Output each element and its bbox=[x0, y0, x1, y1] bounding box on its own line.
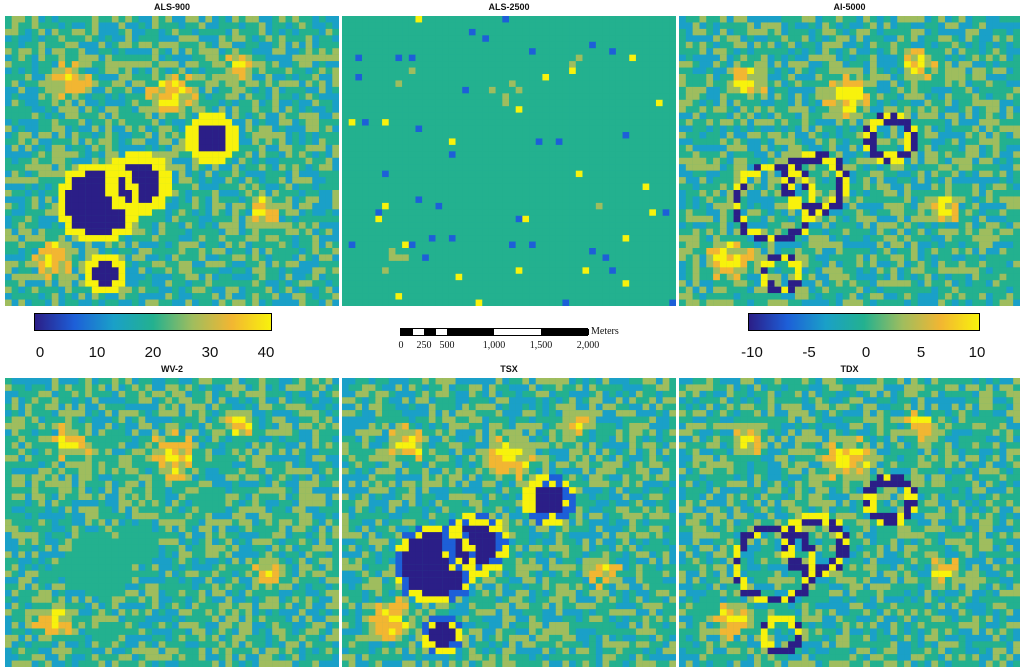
panel-als-2500: ALS-2500 bbox=[342, 0, 676, 306]
scale-bar bbox=[400, 328, 589, 336]
raster-map bbox=[342, 16, 676, 306]
colorbar-tick: 40 bbox=[257, 344, 275, 361]
colorbar-tick: 0 bbox=[861, 344, 871, 361]
scale-label: 250 bbox=[416, 340, 432, 351]
colorbar-tick: 10 bbox=[968, 344, 986, 361]
panel-title: TSX bbox=[500, 364, 518, 374]
panel-title: ALS-2500 bbox=[488, 2, 530, 12]
colorbar-tick: 5 bbox=[916, 344, 926, 361]
panel-als-900: ALS-900 bbox=[5, 0, 339, 306]
colorbar-difference bbox=[748, 313, 980, 331]
raster-map bbox=[679, 378, 1020, 667]
scale-label: 0 bbox=[398, 340, 404, 351]
colorbar-tick: 30 bbox=[201, 344, 219, 361]
panel-title: TDX bbox=[840, 364, 859, 374]
raster-map bbox=[5, 378, 339, 667]
panel-title: AI-5000 bbox=[833, 2, 866, 12]
panel-title: ALS-900 bbox=[153, 2, 190, 12]
panel-tsx: TSX bbox=[342, 362, 676, 667]
scale-label: 2,000 bbox=[576, 340, 600, 351]
colorbar-tick: 10 bbox=[88, 344, 106, 361]
colorbar-ramp bbox=[748, 313, 980, 331]
colorbar-ramp bbox=[34, 313, 272, 331]
panel-tdx: TDX bbox=[679, 362, 1020, 667]
scale-unit: Meters bbox=[591, 326, 619, 337]
scale-label: 500 bbox=[439, 340, 455, 351]
scale-label: 1,000 bbox=[482, 340, 506, 351]
colorbar-tick: -10 bbox=[741, 344, 763, 361]
raster-map bbox=[5, 16, 339, 306]
scale-label: 1,500 bbox=[529, 340, 553, 351]
colorbar-tick: -5 bbox=[802, 344, 816, 361]
raster-map bbox=[679, 16, 1020, 306]
raster-map bbox=[342, 378, 676, 667]
colorbar-tick: 20 bbox=[144, 344, 162, 361]
colorbar-tick: 0 bbox=[35, 344, 45, 361]
colorbar-height bbox=[34, 313, 272, 331]
panel-title: WV-2 bbox=[160, 364, 183, 374]
panel-wv-2: WV-2 bbox=[5, 362, 339, 667]
panel-ai-5000: AI-5000 bbox=[679, 0, 1020, 306]
